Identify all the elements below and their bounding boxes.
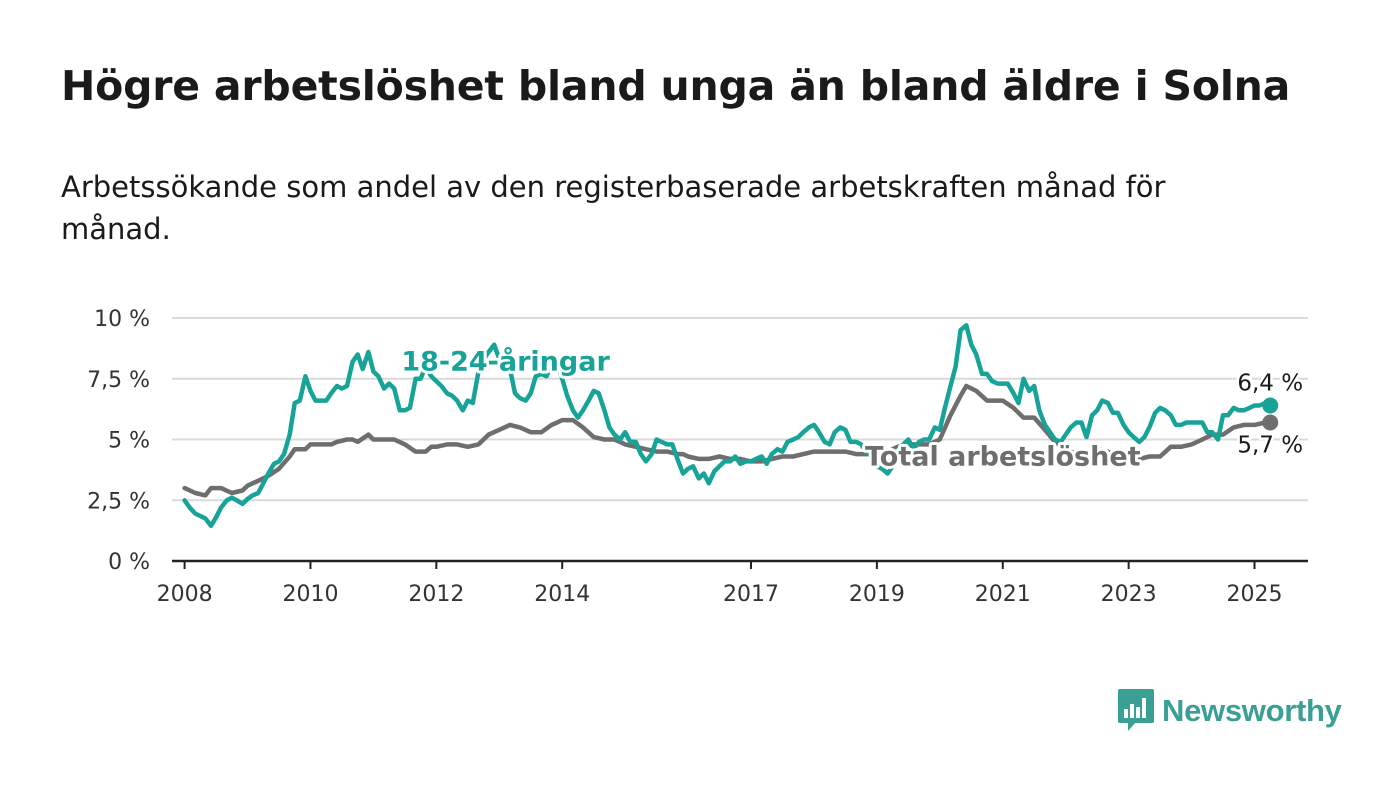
series-line-total <box>182 383 1273 498</box>
x-tick-label: 2008 <box>157 582 213 607</box>
chart-title: Högre arbetslöshet bland unga än bland ä… <box>61 62 1291 110</box>
y-gridlines <box>172 317 1308 502</box>
end-marker-total <box>1262 414 1279 431</box>
brand-logo: Newsworthy <box>1118 689 1342 733</box>
x-tick-label: 2010 <box>282 582 338 607</box>
series-labels: 18-24-åringar Total arbetslöshet <box>398 343 1143 476</box>
end-markers: 6,4 % 5,7 % <box>1235 368 1306 461</box>
y-tick-label: 7,5 % <box>87 368 150 393</box>
y-tick-label: 0 % <box>108 550 150 575</box>
x-axis: 2008 2010 2012 2014 2017 2019 2021 2023 2025 <box>157 559 1308 607</box>
bar-chart-speech-bubble-icon <box>1118 689 1154 733</box>
x-tick-label: 2025 <box>1227 582 1283 607</box>
x-tick-label: 2017 <box>723 582 779 607</box>
series-label-total: Total arbetslöshet <box>865 442 1141 473</box>
x-tick-label: 2014 <box>534 582 590 607</box>
end-marker-youth <box>1262 397 1279 414</box>
series-line-youth <box>182 323 1273 529</box>
y-tick-label: 10 % <box>94 307 150 332</box>
end-label-youth: 6,4 % <box>1237 370 1303 396</box>
brand-name: Newsworthy <box>1162 693 1342 728</box>
end-label-total: 5,7 % <box>1237 432 1303 458</box>
x-tick-label: 2012 <box>408 582 464 607</box>
y-tick-labels: 0 % 2,5 % 5 % 7,5 % 10 % <box>87 307 150 575</box>
x-tick-label: 2019 <box>849 582 905 607</box>
y-tick-label: 2,5 % <box>87 489 150 514</box>
x-tick-label: 2021 <box>975 582 1031 607</box>
chart-subtitle: Arbetssökande som andel av den registerb… <box>61 170 1166 246</box>
series-lines <box>182 323 1273 529</box>
series-label-youth: 18-24-åringar <box>401 346 610 378</box>
y-tick-label: 5 % <box>108 429 150 454</box>
x-tick-label: 2023 <box>1101 582 1157 607</box>
